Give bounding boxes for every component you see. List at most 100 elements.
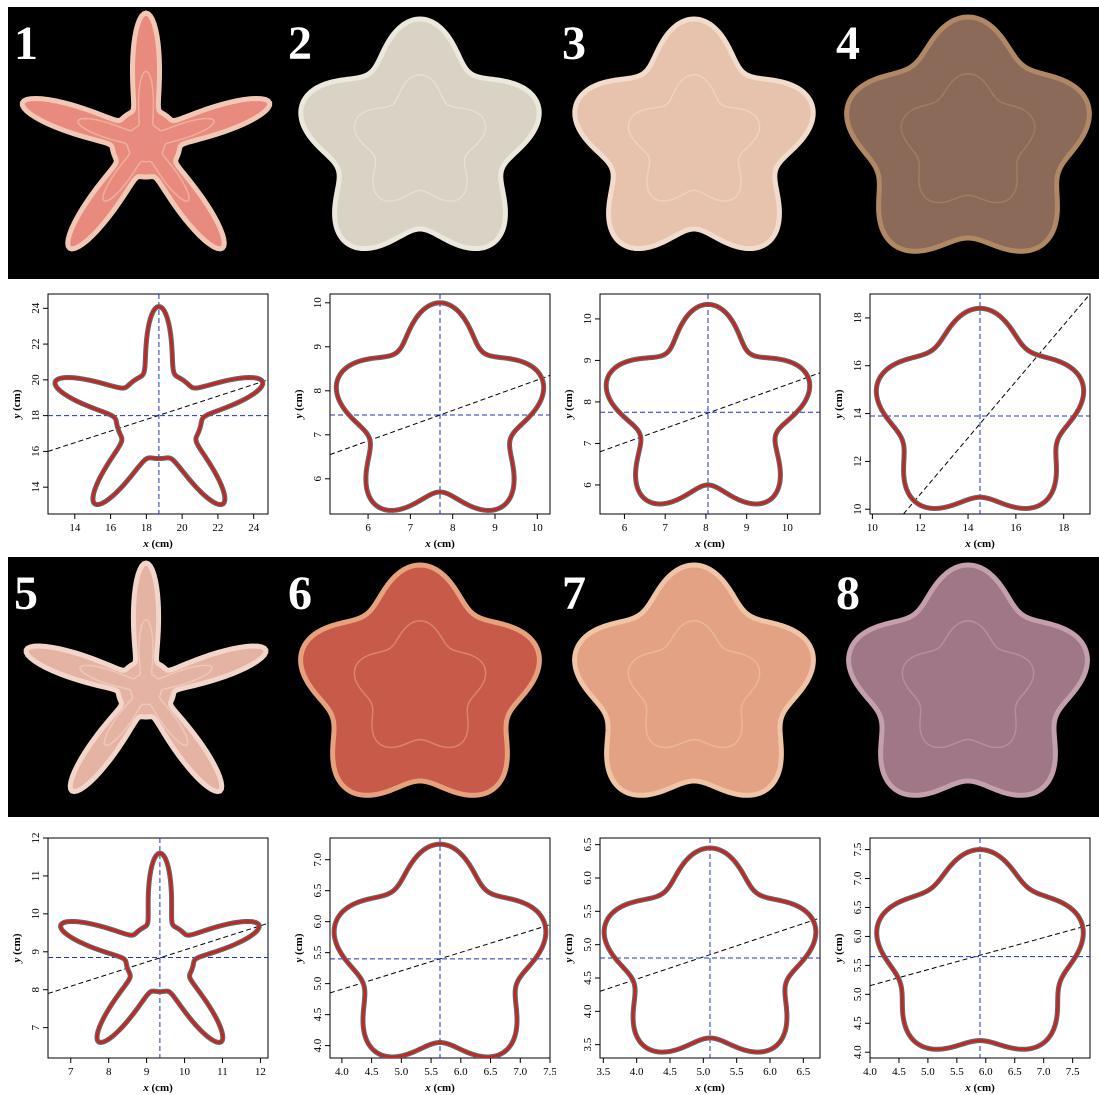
specimen-number-1: 1	[14, 17, 38, 70]
x-axis-label: x (cm)	[424, 538, 455, 550]
x-tick-label: 18	[141, 522, 153, 534]
y-tick-label: 10	[582, 313, 594, 325]
plot-frame	[599, 293, 821, 515]
y-tick-label: 6	[312, 476, 324, 482]
y-tick-label: 5.0	[582, 937, 594, 951]
y-tick-label: 4.5	[582, 971, 594, 985]
y-tick-label: 7.0	[852, 871, 864, 885]
x-tick-label: 6.0	[763, 1066, 777, 1078]
specimen-number-7: 7	[562, 567, 586, 620]
y-tick-label: 5.5	[312, 945, 324, 959]
specimen-photo-2	[298, 16, 542, 252]
x-tick-label: 7.5	[1066, 1066, 1080, 1078]
y-tick-label: 12	[852, 456, 864, 467]
x-tick-label: 6.5	[1008, 1066, 1022, 1078]
x-tick-label: 5.0	[921, 1066, 935, 1078]
x-tick-label: 5.0	[696, 1066, 710, 1078]
y-tick-label: 3.5	[582, 1037, 594, 1051]
x-axis-label: x (cm)	[694, 538, 725, 550]
fitted-outline	[604, 303, 811, 506]
x-tick-label: 10	[782, 522, 794, 534]
y-tick-label: 22	[30, 339, 42, 350]
x-tick-label: 6.5	[484, 1066, 498, 1078]
x-tick-label: 6	[622, 522, 628, 534]
y-axis-label: y (cm)	[11, 389, 23, 420]
specimen-photos-bottom	[23, 560, 1090, 798]
y-tick-label: 16	[30, 445, 42, 457]
specimen-photos-top	[19, 10, 1092, 254]
x-tick-label: 4.0	[863, 1066, 877, 1078]
specimen-photo-8	[846, 562, 1090, 798]
y-axis-label: y (cm)	[833, 933, 845, 964]
specimen-photo-7	[572, 562, 816, 798]
y-tick-label: 6.0	[852, 929, 864, 943]
y-tick-label: 14	[852, 408, 864, 420]
x-axis-label: x (cm)	[142, 538, 173, 550]
y-tick-label: 10	[30, 908, 42, 920]
x-tick-label: 3.5	[596, 1066, 610, 1078]
x-tick-label: 12	[915, 522, 926, 534]
y-tick-label: 12	[30, 833, 42, 844]
fitted-outline	[335, 301, 545, 512]
y-tick-label: 7.0	[312, 852, 324, 866]
y-axis-label: y (cm)	[11, 933, 23, 964]
x-tick-label: 10	[867, 522, 879, 534]
x-tick-label: 18	[1058, 522, 1070, 534]
y-tick-label: 18	[30, 410, 42, 422]
x-tick-label: 4.5	[892, 1066, 906, 1078]
specimen-number-6: 6	[288, 567, 312, 620]
y-tick-label: 8	[30, 986, 42, 992]
x-tick-label: 6.0	[979, 1066, 993, 1078]
y-tick-label: 7	[312, 432, 324, 438]
x-tick-label: 6.5	[796, 1066, 810, 1078]
y-tick-label: 4.5	[312, 1007, 324, 1021]
x-tick-label: 7	[662, 522, 668, 534]
x-tick-label: 24	[248, 522, 260, 534]
y-tick-label: 9	[312, 344, 324, 350]
y-tick-label: 9	[30, 949, 42, 955]
y-tick-label: 6.5	[582, 837, 594, 851]
y-tick-label: 9	[582, 357, 594, 363]
y-tick-label: 5.5	[852, 958, 864, 972]
fitted-outline	[59, 851, 261, 1044]
plot-frame	[47, 837, 269, 1059]
outline-plot-5: 7 8 9 10 11 12 7 8 9 10 11 12 x (cm) y (cm)	[11, 833, 269, 1094]
specimen-photo-5	[23, 560, 269, 795]
x-tick-label: 6.0	[454, 1066, 468, 1078]
y-axis-label: y (cm)	[293, 933, 305, 964]
y-tick-label: 6.5	[312, 883, 324, 897]
outline-plot-7: 3.5 4.0 4.5 5.0 5.5 6.0 6.5 3.5 4.0 4.5 5.0 5.5 6.0 6…	[563, 837, 821, 1094]
y-tick-label: 4.5	[852, 1016, 864, 1030]
x-tick-label: 20	[177, 522, 189, 534]
symmetry-axis-line	[903, 294, 1090, 514]
y-tick-label: 8	[582, 399, 594, 405]
y-tick-label: 6.5	[852, 900, 864, 914]
specimen-photo-6	[298, 562, 542, 798]
y-tick-label: 11	[30, 871, 42, 882]
x-tick-label: 12	[255, 1066, 266, 1078]
symmetry-axis-line	[48, 922, 268, 994]
specimen-number-2: 2	[288, 17, 312, 70]
y-tick-label: 20	[30, 374, 42, 386]
photo-strip-bottom	[8, 557, 1099, 817]
x-tick-label: 7.0	[513, 1066, 527, 1078]
x-tick-label: 8	[703, 522, 709, 534]
x-tick-label: 7	[68, 1066, 74, 1078]
x-tick-label: 22	[212, 522, 223, 534]
x-tick-label: 6	[365, 522, 371, 534]
y-tick-label: 10	[852, 503, 864, 515]
outline-plot-4: 10 12 14 16 18 10 12 14 16 18 x (cm) y (cm)	[833, 293, 1091, 550]
x-axis-label: x (cm)	[964, 538, 995, 550]
y-tick-label: 7.5	[852, 842, 864, 856]
y-tick-label: 16	[852, 360, 864, 372]
specimen-number-4: 4	[836, 17, 860, 70]
x-tick-label: 10	[179, 1066, 191, 1078]
x-axis-label: x (cm)	[424, 1082, 455, 1094]
fitted-outline	[602, 846, 818, 1054]
x-tick-label: 5.0	[394, 1066, 408, 1078]
symmetry-axis-line	[870, 924, 1090, 987]
x-tick-label: 16	[1010, 522, 1022, 534]
specimen-photo-1	[19, 10, 273, 252]
fitted-outline	[875, 848, 1085, 1051]
y-axis-label: y (cm)	[293, 389, 305, 420]
